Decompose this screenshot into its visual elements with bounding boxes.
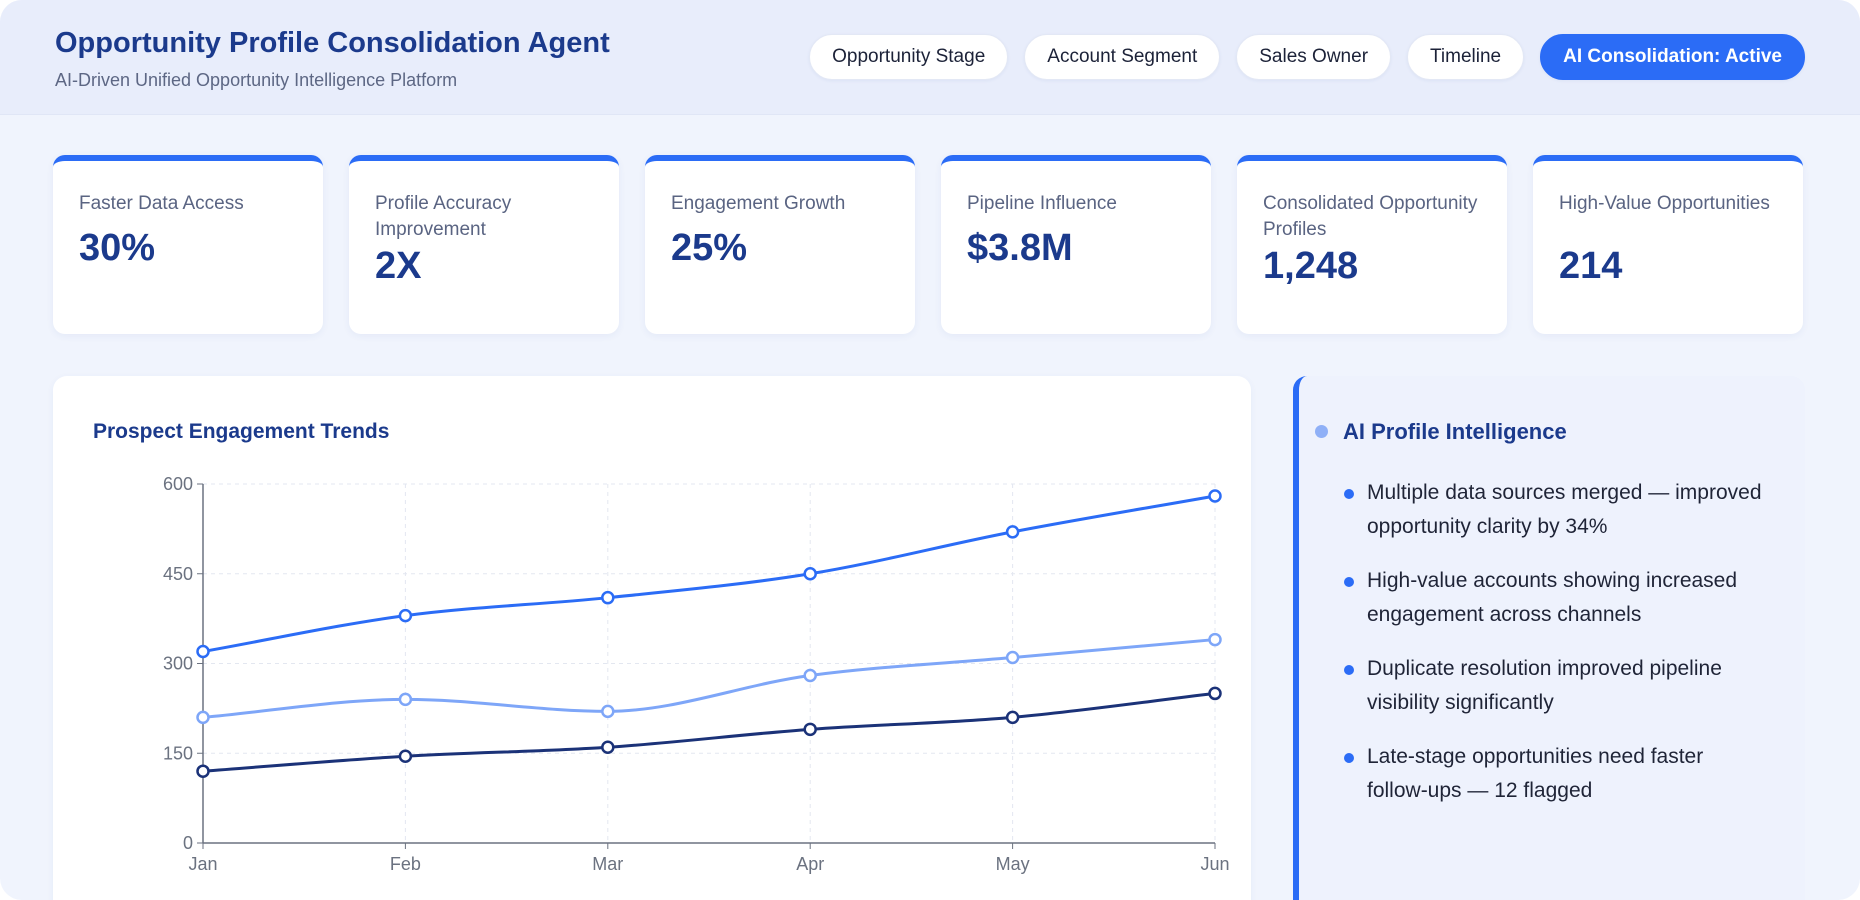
kpi-value: 2X — [375, 245, 422, 287]
data-point — [398, 692, 413, 707]
header: Opportunity Profile Consolidation Agent … — [0, 0, 1860, 115]
data-point — [1208, 489, 1222, 503]
filter-account-segment[interactable]: Account Segment — [1024, 34, 1221, 80]
page-subtitle: AI-Driven Unified Opportunity Intelligen… — [55, 70, 458, 90]
filter-timeline[interactable]: Timeline — [1407, 34, 1525, 80]
data-point — [601, 740, 615, 755]
bullet-icon — [1344, 665, 1354, 675]
panel-title: AI Profile Intelligence — [1315, 419, 1567, 445]
x-tick-label: Mar — [592, 854, 623, 874]
data-point — [196, 764, 210, 778]
kpi-label: Faster Data Access — [79, 193, 244, 214]
y-tick-label: 600 — [163, 474, 193, 494]
series-line-3 — [202, 691, 1216, 773]
data-point — [1208, 632, 1222, 647]
insight-text: Multiple data sources merged — improved … — [1367, 481, 1762, 538]
data-point — [601, 590, 615, 605]
data-point — [398, 608, 413, 623]
x-tick-label: Jun — [1200, 854, 1229, 874]
filter-sales-owner[interactable]: Sales Owner — [1236, 34, 1392, 80]
series-line-2 — [202, 638, 1216, 719]
kpi-label: Profile Accuracy Improvement — [375, 193, 512, 240]
x-tick-label: Feb — [390, 854, 421, 874]
data-point — [398, 749, 413, 763]
filter-bar: Opportunity Stage Account Segment Sales … — [809, 34, 1805, 80]
engagement-chart-card: Prospect Engagement Trends 0 150 300 450 600… — [53, 376, 1251, 900]
x-tick-label: Apr — [796, 854, 824, 874]
kpi-value: 25% — [671, 227, 748, 269]
kpi-label: Consolidated Opportunity Profiles — [1263, 193, 1478, 240]
filter-opportunity-stage[interactable]: Opportunity Stage — [809, 34, 1009, 80]
list-item: Duplicate resolution improved pipeline v… — [1344, 652, 1767, 720]
kpi-card-pipeline-influence: Pipeline Influence $3.8M — [941, 155, 1211, 334]
bullet-icon — [1344, 489, 1354, 499]
data-point — [196, 710, 210, 725]
list-item: High-value accounts showing increased en… — [1344, 564, 1767, 632]
y-tick-label: 450 — [163, 564, 193, 584]
line-chart: 0 150 300 450 600 Jan Feb Mar Apr May Jun — [163, 474, 1230, 874]
insight-text: High-value accounts showing increased en… — [1367, 569, 1738, 626]
bullet-icon — [1344, 577, 1354, 587]
data-point — [1208, 686, 1222, 701]
x-tick-label: May — [996, 854, 1030, 874]
data-point — [1005, 650, 1020, 665]
data-point — [803, 722, 817, 737]
ai-consolidation-status-button[interactable]: AI Consolidation: Active — [1540, 34, 1805, 80]
kpi-card-engagement-growth: Engagement Growth 25% — [645, 155, 915, 334]
list-item: Multiple data sources merged — improved … — [1344, 476, 1767, 544]
kpi-card-faster-data-access: Faster Data Access 30% — [53, 155, 323, 334]
kpi-card-profile-accuracy: Profile Accuracy Improvement 2X — [349, 155, 619, 334]
data-point — [803, 567, 817, 581]
panel-title-text: AI Profile Intelligence — [1343, 419, 1567, 444]
kpi-value: 30% — [79, 227, 156, 269]
data-point — [196, 644, 210, 659]
kpi-value: 1,248 — [1263, 245, 1359, 287]
y-tick-label: 300 — [163, 654, 193, 674]
kpi-card-high-value-opportunities: High-Value Opportunities 214 — [1533, 155, 1803, 334]
x-tick-label: Jan — [188, 854, 217, 874]
kpi-card-consolidated-profiles: Consolidated Opportunity Profiles 1,248 — [1237, 155, 1507, 334]
chart-title: Prospect Engagement Trends — [93, 420, 390, 443]
data-point — [803, 668, 817, 683]
kpi-label: Engagement Growth — [671, 193, 846, 214]
kpi-value: $3.8M — [967, 227, 1073, 269]
y-tick-label: 150 — [163, 743, 193, 763]
kpi-label: Pipeline Influence — [967, 193, 1117, 214]
insights-list: Multiple data sources merged — improved … — [1344, 476, 1767, 828]
data-point — [601, 704, 615, 719]
kpi-label: High-Value Opportunities — [1559, 193, 1770, 214]
ai-insights-panel: AI Profile Intelligence Multiple data so… — [1293, 376, 1805, 900]
series-line-1 — [202, 494, 1216, 654]
list-item: Late-stage opportunities need faster fol… — [1344, 740, 1767, 808]
page-title: Opportunity Profile Consolidation Agent — [55, 27, 610, 59]
bullet-icon — [1344, 753, 1354, 763]
kpi-value: 214 — [1559, 245, 1623, 287]
insight-text: Late-stage opportunities need faster fol… — [1367, 745, 1704, 802]
insight-text: Duplicate resolution improved pipeline v… — [1367, 657, 1722, 714]
data-point — [1005, 710, 1020, 725]
kpi-row: Faster Data Access 30% Profile Accuracy … — [53, 155, 1803, 334]
y-tick-label: 0 — [183, 833, 193, 853]
data-point — [1005, 525, 1020, 539]
status-dot-icon — [1315, 425, 1328, 438]
